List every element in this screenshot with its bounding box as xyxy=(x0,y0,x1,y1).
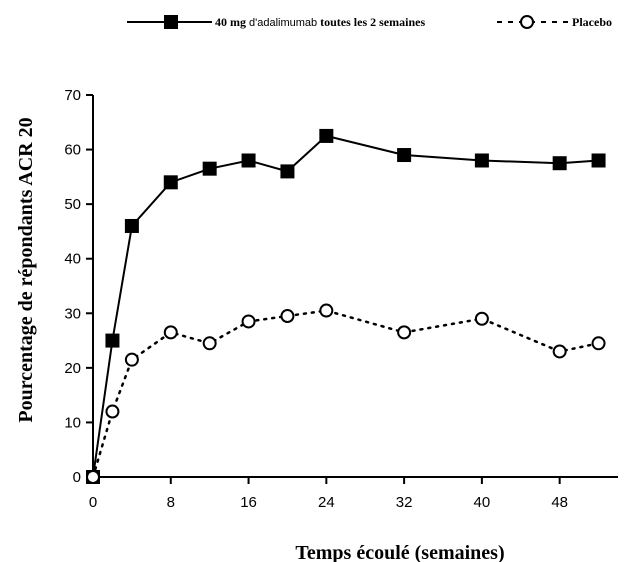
series-line xyxy=(91,309,600,479)
data-point xyxy=(591,153,606,168)
x-ticks: 0 8 16 24 32 40 48 xyxy=(89,477,568,511)
data-point xyxy=(202,336,217,351)
data-point xyxy=(202,161,217,176)
y-tick-label: 0 xyxy=(73,469,81,486)
data-point xyxy=(280,309,295,324)
data-point xyxy=(280,164,295,179)
data-point xyxy=(591,336,606,351)
x-tick-label: 48 xyxy=(551,494,568,511)
y-tick-label: 60 xyxy=(64,142,81,159)
data-point xyxy=(105,333,120,348)
legend-placebo-label: Placebo xyxy=(572,15,612,29)
x-tick-label: 40 xyxy=(474,494,491,511)
y-ticks: 0 10 20 30 40 50 60 70 xyxy=(64,87,93,486)
x-tick-label: 24 xyxy=(318,494,335,511)
y-tick-label: 50 xyxy=(64,196,81,213)
series-layer xyxy=(86,128,606,484)
series-1 xyxy=(86,128,606,484)
data-point xyxy=(552,156,567,171)
legend-adalimumab-label: 40 mg d'adalimumab toutes les 2 semaines xyxy=(215,15,425,29)
y-tick-label: 40 xyxy=(64,251,81,268)
data-point xyxy=(241,314,256,329)
y-tick-label: 30 xyxy=(64,305,81,322)
data-point xyxy=(105,404,120,419)
data-point xyxy=(86,470,100,484)
y-tick-label: 20 xyxy=(64,360,81,377)
series-line xyxy=(92,134,599,478)
x-tick-label: 8 xyxy=(167,494,175,511)
legend-placebo-marker xyxy=(520,15,534,29)
x-tick-label: 0 xyxy=(89,494,97,511)
legend-adalimumab-marker xyxy=(164,15,178,29)
data-point xyxy=(319,303,334,318)
data-point xyxy=(474,311,489,326)
data-point xyxy=(552,344,567,359)
data-point xyxy=(163,175,178,190)
data-point xyxy=(124,218,139,233)
data-point xyxy=(397,148,412,163)
x-tick-label: 16 xyxy=(240,494,257,511)
data-point xyxy=(397,325,412,340)
series-2 xyxy=(86,303,606,484)
data-point xyxy=(241,153,256,168)
y-tick-label: 10 xyxy=(64,414,81,431)
data-point xyxy=(124,352,139,367)
data-point xyxy=(319,128,334,143)
x-tick-label: 32 xyxy=(396,494,413,511)
data-point xyxy=(474,153,489,168)
y-axis-label: Pourcentage de répondants ACR 20 xyxy=(15,117,37,422)
legend: 40 mg d'adalimumab toutes les 2 semaines… xyxy=(127,15,612,29)
x-axis-label: Temps écoulé (semaines) xyxy=(295,542,504,562)
data-point xyxy=(163,325,178,340)
y-tick-label: 70 xyxy=(64,87,81,104)
